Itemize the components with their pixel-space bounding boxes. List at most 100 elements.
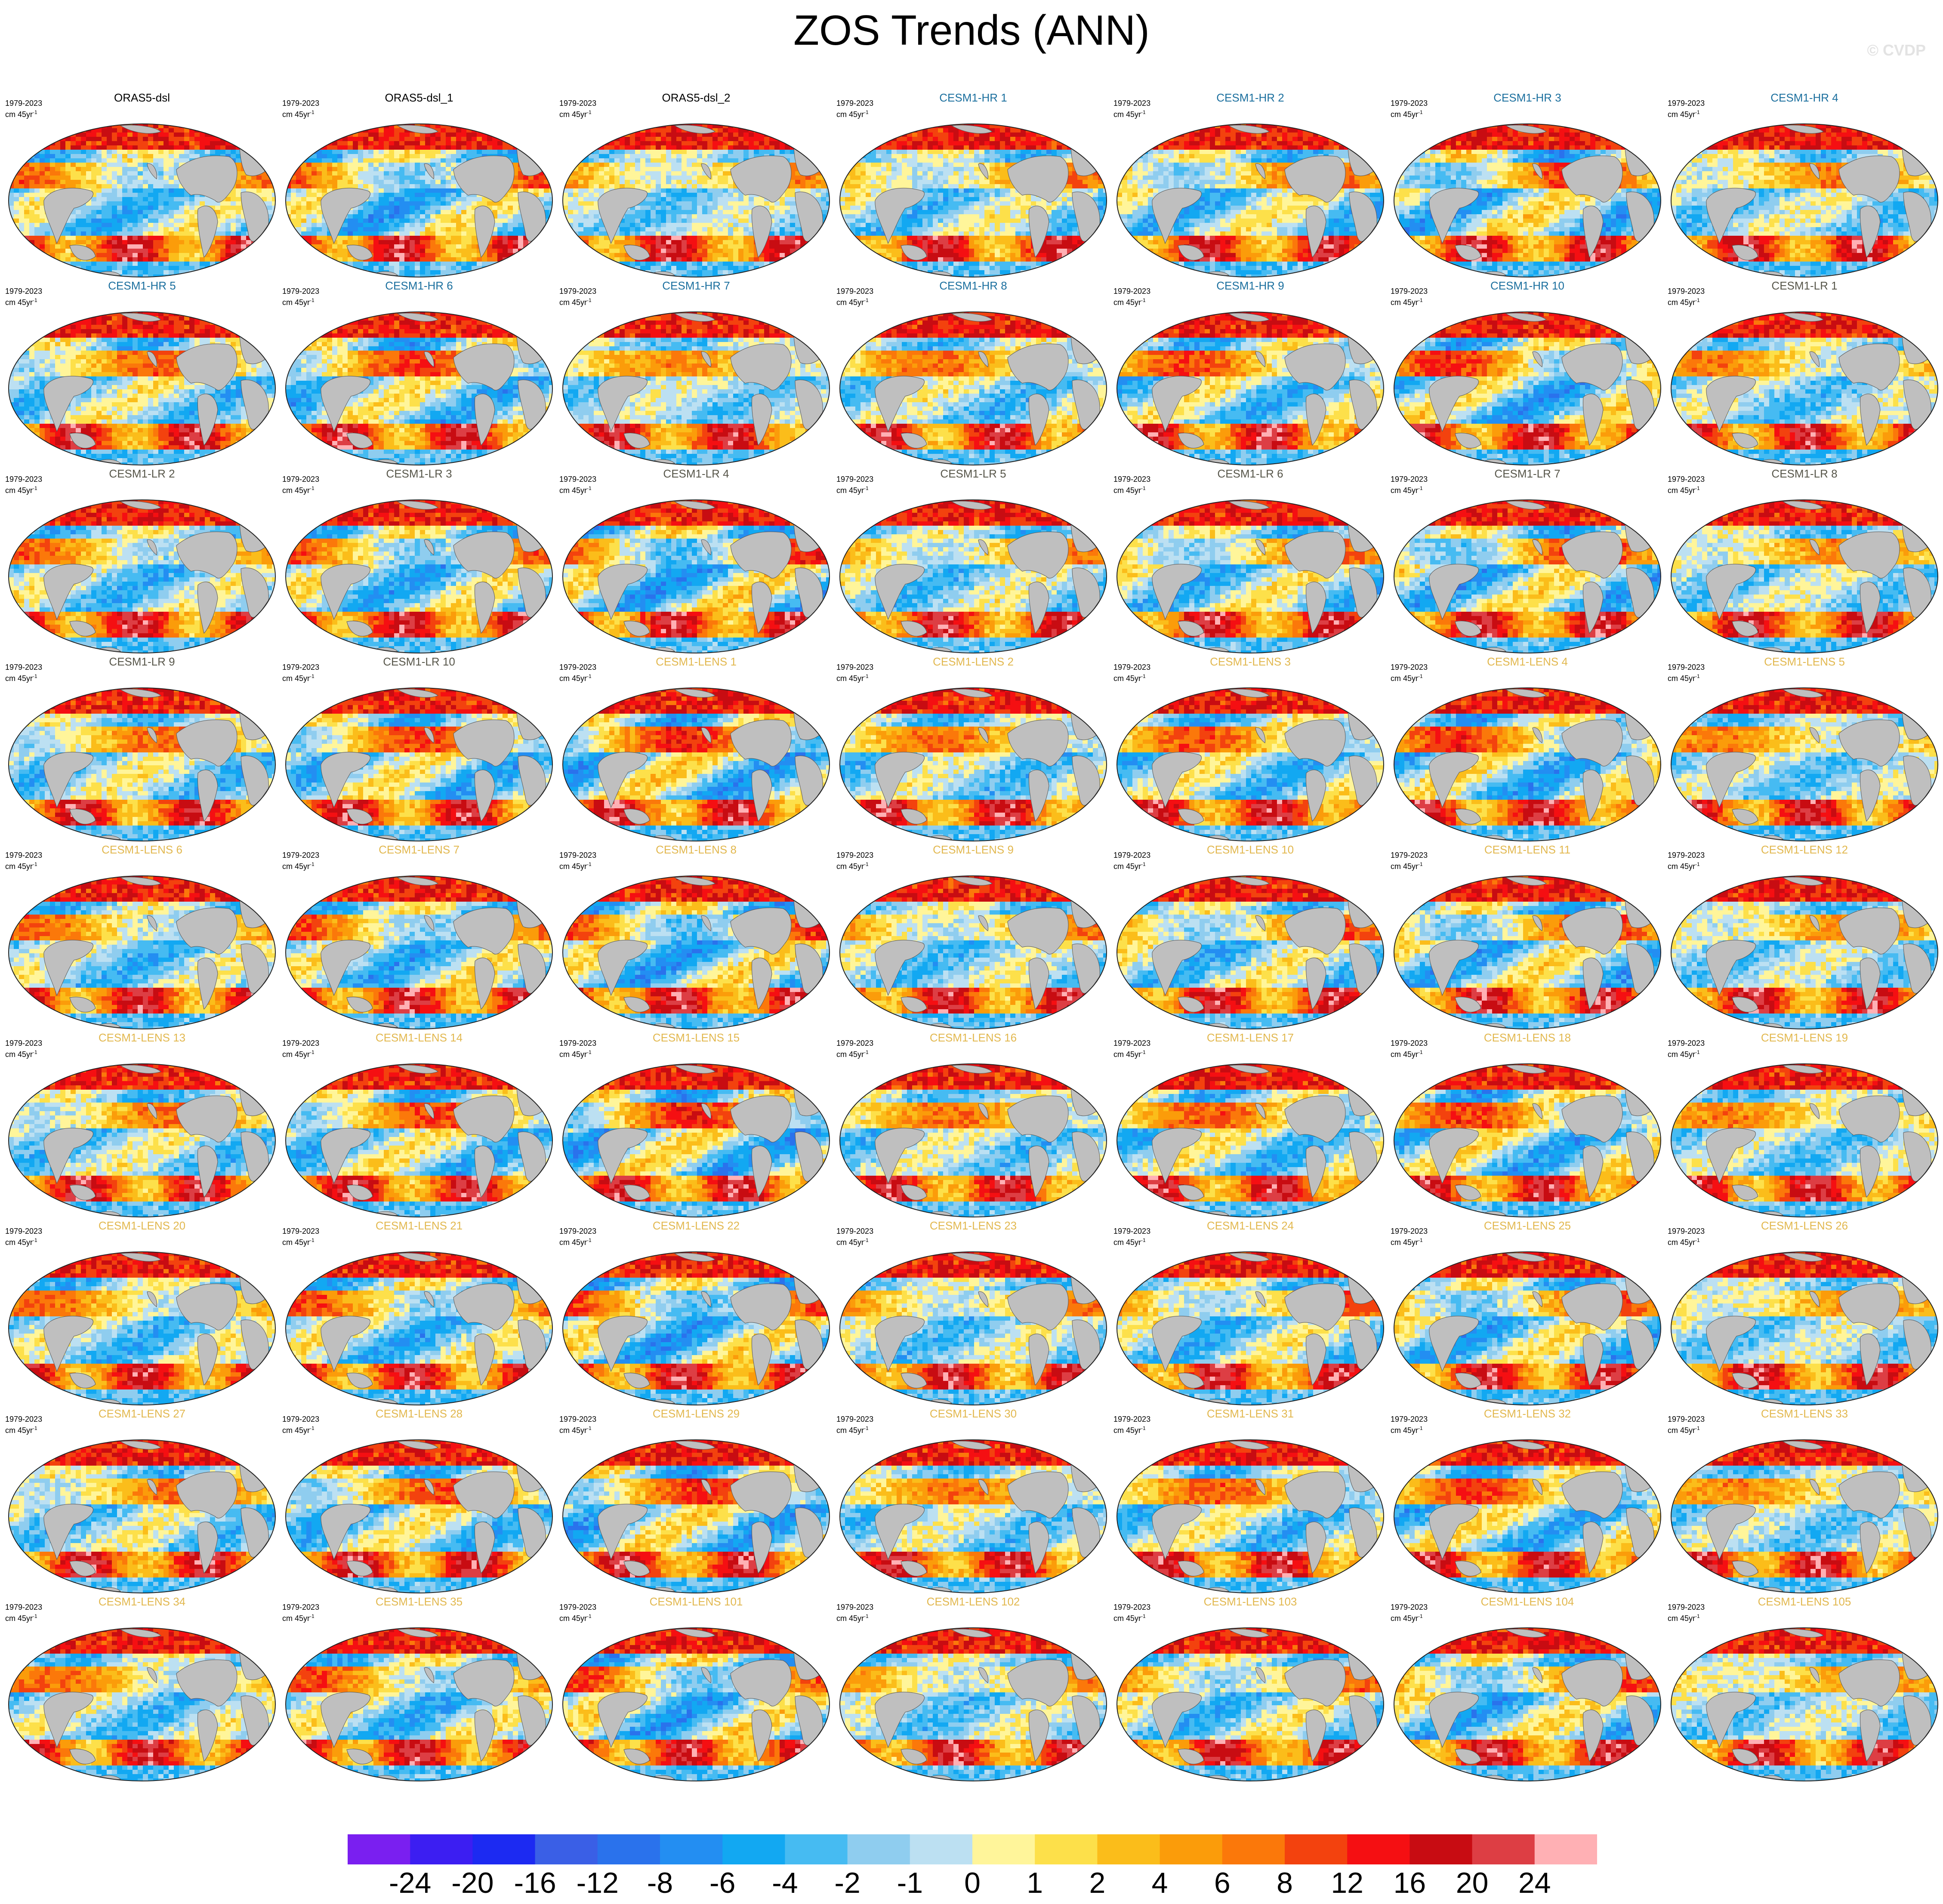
units-label: cm 45yr-1 xyxy=(5,1424,42,1435)
map-plot xyxy=(5,469,279,653)
map-plot xyxy=(559,469,833,653)
map-panel: 1979-2023 cm 45yr-1 CESM1-LENS 15 xyxy=(559,1033,833,1217)
map-panel: 1979-2023 cm 45yr-1 CESM1-LR 5 xyxy=(836,469,1110,653)
panel-title: CESM1-LENS 30 xyxy=(836,1407,1110,1420)
units-label: cm 45yr-1 xyxy=(1391,1612,1428,1623)
units-label: cm 45yr-1 xyxy=(5,1612,42,1623)
map-panel: 1979-2023 cm 45yr-1 CESM1-LENS 6 xyxy=(5,845,279,1029)
map-plot xyxy=(5,1221,279,1405)
panel-title: CESM1-LR 10 xyxy=(282,655,556,669)
units-label: cm 45yr-1 xyxy=(559,1612,596,1623)
colorbar-swatch xyxy=(1409,1834,1472,1864)
panel-title: ORAS5-dsl xyxy=(5,91,279,105)
units-label: cm 45yr-1 xyxy=(1391,108,1428,119)
map-plot xyxy=(1668,657,1941,841)
units-label: cm 45yr-1 xyxy=(1391,1236,1428,1247)
map-panel: 1979-2023 cm 45yr-1 CESM1-LENS 102 xyxy=(836,1597,1110,1781)
map-panel: 1979-2023 cm 45yr-1 CESM1-LENS 25 xyxy=(1391,1221,1664,1405)
panel-title: CESM1-LENS 21 xyxy=(282,1219,556,1232)
map-panel: 1979-2023 cm 45yr-1 CESM1-LR 6 xyxy=(1113,469,1387,653)
units-label: cm 45yr-1 xyxy=(1113,1236,1150,1247)
map-panel: 1979-2023 cm 45yr-1 CESM1-HR 5 xyxy=(5,281,279,465)
colorbar-swatch xyxy=(1035,1834,1098,1864)
units-label: cm 45yr-1 xyxy=(559,484,596,495)
colorbar-label: -24 xyxy=(389,1866,431,1900)
units-label: cm 45yr-1 xyxy=(5,108,42,119)
panel-title: CESM1-LENS 24 xyxy=(1113,1219,1387,1232)
map-panel: 1979-2023 cm 45yr-1 CESM1-LENS 35 xyxy=(282,1597,556,1781)
units-label: cm 45yr-1 xyxy=(1113,860,1150,871)
map-plot xyxy=(836,1597,1110,1781)
map-panel: 1979-2023 cm 45yr-1 CESM1-LENS 1 xyxy=(559,657,833,841)
map-panel: 1979-2023 cm 45yr-1 CESM1-LENS 14 xyxy=(282,1033,556,1217)
colorbar-swatch xyxy=(598,1834,660,1864)
map-plot xyxy=(1113,1409,1387,1593)
units-label: cm 45yr-1 xyxy=(559,1424,596,1435)
panel-title: CESM1-LENS 28 xyxy=(282,1407,556,1420)
units-label: cm 45yr-1 xyxy=(1668,1048,1705,1059)
units-label: cm 45yr-1 xyxy=(1113,1424,1150,1435)
colorbar-label: -4 xyxy=(772,1866,798,1900)
map-plot xyxy=(1391,657,1664,841)
units-label: cm 45yr-1 xyxy=(836,1236,873,1247)
colorbar-swatch xyxy=(1285,1834,1348,1864)
units-label: cm 45yr-1 xyxy=(282,108,319,119)
map-plot xyxy=(1668,1597,1941,1781)
map-panel: 1979-2023 cm 45yr-1 CESM1-LENS 12 xyxy=(1668,845,1941,1029)
units-label: cm 45yr-1 xyxy=(1668,1236,1705,1247)
map-plot xyxy=(282,469,556,653)
colorbar-label: 16 xyxy=(1394,1866,1426,1900)
map-panel: 1979-2023 cm 45yr-1 CESM1-LENS 7 xyxy=(282,845,556,1029)
colorbar-swatch xyxy=(910,1834,973,1864)
colorbar-label: 1 xyxy=(1027,1866,1043,1900)
units-label: cm 45yr-1 xyxy=(1391,1424,1428,1435)
map-plot xyxy=(1113,93,1387,277)
panel-title: CESM1-LR 4 xyxy=(559,467,833,481)
map-plot xyxy=(1113,281,1387,465)
panel-title: CESM1-LENS 104 xyxy=(1391,1595,1664,1608)
map-plot xyxy=(282,1409,556,1593)
map-plot xyxy=(1391,1409,1664,1593)
colorbar-swatch xyxy=(410,1834,473,1864)
units-label: cm 45yr-1 xyxy=(5,1236,42,1247)
units-label: cm 45yr-1 xyxy=(282,1612,319,1623)
units-label: cm 45yr-1 xyxy=(1113,108,1150,119)
panel-title: CESM1-LENS 31 xyxy=(1113,1407,1387,1420)
map-plot xyxy=(836,657,1110,841)
colorbar-swatch xyxy=(660,1834,723,1864)
colorbar-label: -6 xyxy=(709,1866,735,1900)
map-panel: 1979-2023 cm 45yr-1 CESM1-HR 6 xyxy=(282,281,556,465)
map-plot xyxy=(1668,93,1941,277)
units-label: cm 45yr-1 xyxy=(1391,1048,1428,1059)
panel-title: CESM1-LR 3 xyxy=(282,467,556,481)
units-label: cm 45yr-1 xyxy=(282,860,319,871)
colorbar-label: 6 xyxy=(1214,1866,1231,1900)
colorbar-label: 20 xyxy=(1456,1866,1489,1900)
colorbar-label: -2 xyxy=(834,1866,860,1900)
colorbar-swatch xyxy=(348,1834,410,1864)
units-label: cm 45yr-1 xyxy=(5,860,42,871)
panel-title: CESM1-HR 2 xyxy=(1113,91,1387,105)
units-label: cm 45yr-1 xyxy=(1113,1612,1150,1623)
colorbar-swatch xyxy=(1535,1834,1597,1864)
map-plot xyxy=(5,845,279,1029)
map-panel: 1979-2023 cm 45yr-1 CESM1-LENS 17 xyxy=(1113,1033,1387,1217)
map-plot xyxy=(559,1221,833,1405)
panel-title: CESM1-LR 5 xyxy=(836,467,1110,481)
map-plot xyxy=(1113,845,1387,1029)
panel-title: CESM1-LENS 13 xyxy=(5,1031,279,1044)
colorbar-swatch xyxy=(1472,1834,1535,1864)
units-label: cm 45yr-1 xyxy=(1668,108,1705,119)
map-plot xyxy=(836,1221,1110,1405)
map-plot xyxy=(559,281,833,465)
colorbar-swatch xyxy=(1222,1834,1285,1864)
map-plot xyxy=(282,845,556,1029)
map-plot xyxy=(1391,93,1664,277)
units-label: cm 45yr-1 xyxy=(559,296,596,307)
map-panel: 1979-2023 cm 45yr-1 CESM1-LENS 13 xyxy=(5,1033,279,1217)
panel-title: CESM1-HR 7 xyxy=(559,279,833,293)
panel-title: CESM1-LENS 5 xyxy=(1668,655,1941,669)
panel-title: ORAS5-dsl_1 xyxy=(282,91,556,105)
panel-title: CESM1-HR 9 xyxy=(1113,279,1387,293)
map-panel: 1979-2023 cm 45yr-1 CESM1-HR 3 xyxy=(1391,93,1664,277)
